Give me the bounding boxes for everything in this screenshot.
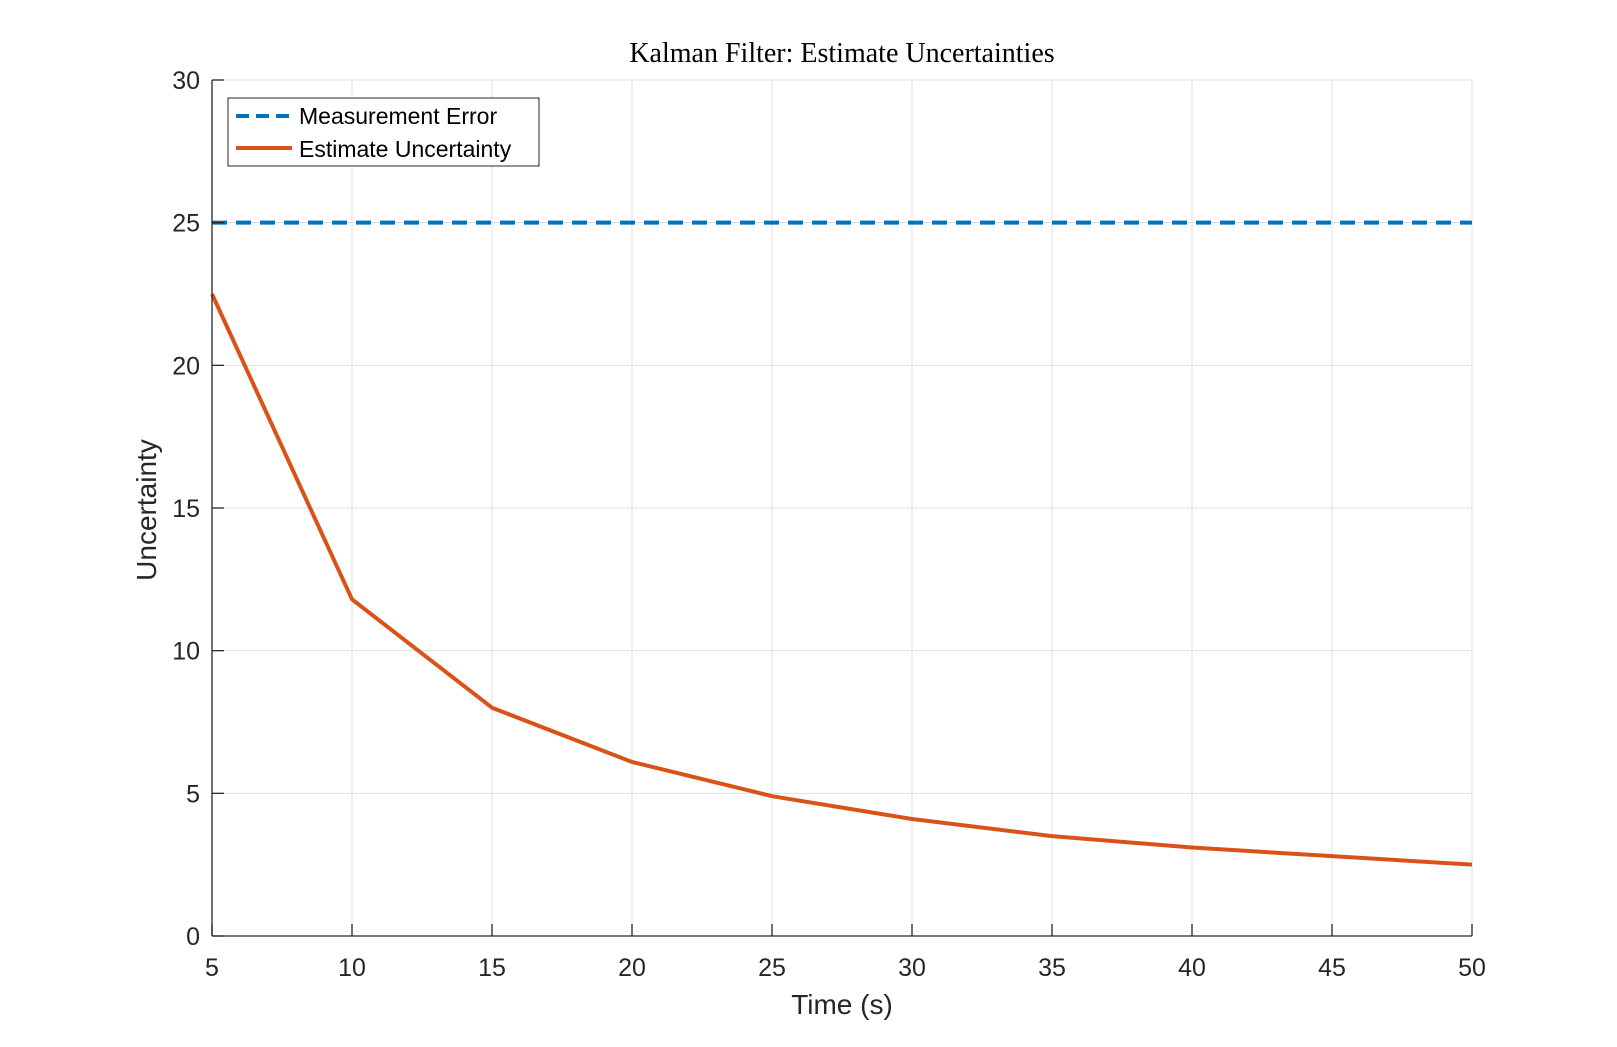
legend: Measurement Error Estimate Uncertainty [227,97,540,167]
y-tick-label: 15 [172,495,200,523]
x-axis-label: Time (s) [791,989,893,1020]
series-line-estimate-uncertainty [210,293,1473,867]
x-tick-label: 30 [898,954,926,982]
x-tick-label: 15 [478,954,506,982]
y-tick-label: 20 [172,352,200,380]
legend-label-estimate-uncertainty: Estimate Uncertainty [299,136,512,162]
x-tick-label: 5 [205,954,219,982]
y-tick-label: 5 [186,780,200,808]
x-tick-label: 50 [1458,954,1486,982]
y-tick-label: 30 [172,67,200,95]
legend-box [227,97,540,167]
x-tick-label: 40 [1178,954,1206,982]
legend-label-measurement-error: Measurement Error [299,103,497,129]
y-tick-label: 10 [172,638,200,666]
y-axis-label: Uncertainty [131,439,162,581]
x-tick-label: 10 [338,954,366,982]
y-tick-label: 25 [172,210,200,238]
series-lines [210,220,1473,867]
x-tick-label: 35 [1038,954,1066,982]
x-tick-label: 25 [758,954,786,982]
chart-title: Kalman Filter: Estimate Uncertainties [629,38,1054,69]
x-tick-label: 20 [618,954,646,982]
axes [211,79,1473,937]
x-tick-label: 45 [1318,954,1346,982]
y-tick-label: 0 [186,923,200,951]
